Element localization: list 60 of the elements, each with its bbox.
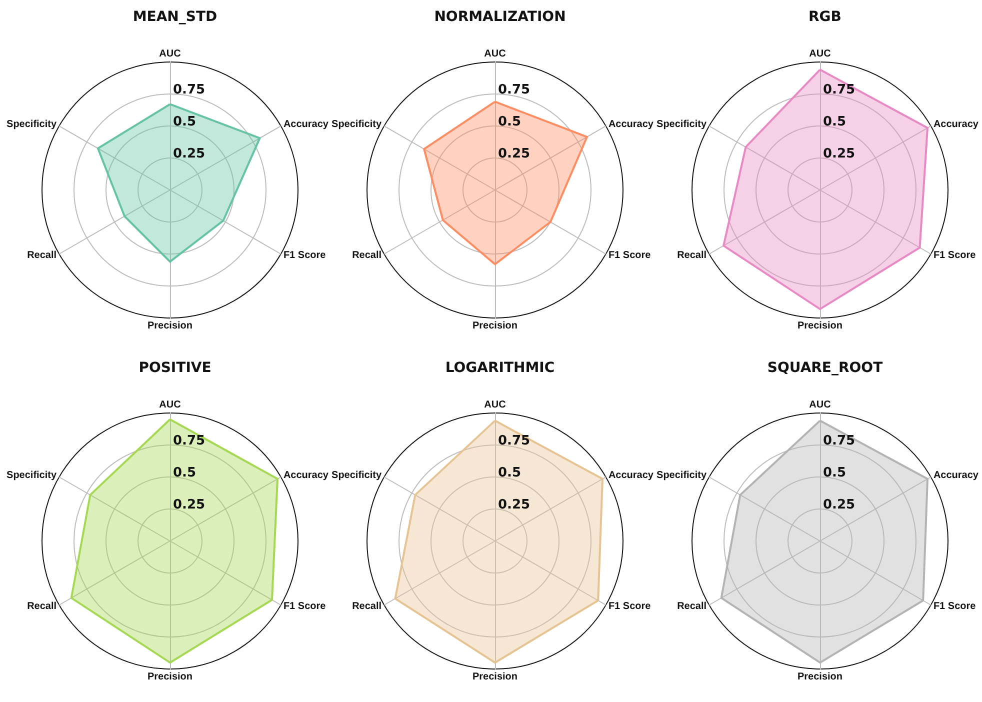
y-tick-label: 0.25 [173,146,206,162]
spoke-label: AUC [159,48,181,60]
spoke-label: Precision [472,320,518,332]
spoke-label: Accuracy [608,119,654,130]
spoke-label: Recall [27,250,57,261]
spoke-label: Precision [472,672,518,682]
chart-title: NORMALIZATION [434,9,566,25]
chart-title: RGB [808,9,842,25]
spoke-label: Accuracy [608,470,654,481]
spoke-label: AUC [484,48,506,60]
y-tick-label: 0.5 [823,466,846,480]
spoke-label: AUC [159,400,181,410]
y-tick-label: 0.25 [173,498,206,512]
chart-title: MEAN_STD [132,9,218,25]
y-tick-label: 0.25 [823,498,856,512]
spoke-label: Recall [352,250,382,261]
spoke-label: Specificity [6,119,57,130]
y-tick-label: 0.75 [498,82,530,98]
spoke-label: F1 Score [933,601,976,612]
chart-title: SQUARE_ROOT [767,360,884,376]
y-tick-label: 0.75 [173,434,206,448]
y-tick-label: 0.75 [823,434,856,448]
spoke-label: Recall [677,601,707,612]
chart-title: LOGARITHMIC [445,360,555,376]
spoke-label: Accuracy [933,470,979,481]
y-tick-label: 0.75 [498,434,530,448]
spoke-label: Precision [147,672,193,682]
y-tick-label: 0.5 [173,466,196,480]
spoke-label: Specificity [656,119,707,130]
y-tick-label: 0.25 [498,498,530,512]
spoke-label: AUC [809,400,831,410]
spoke-label: Precision [797,672,843,682]
spoke-label: F1 Score [283,601,326,612]
spoke-label: Accuracy [933,119,979,130]
spoke-label: AUC [484,400,506,410]
spoke-label: Recall [27,601,57,612]
spoke-label: F1 Score [608,601,652,612]
y-tick-label: 0.75 [823,82,856,98]
spoke-label: Accuracy [283,119,329,130]
spoke-label: Accuracy [283,470,329,481]
y-tick-label: 0.25 [498,146,530,162]
spoke-label: Recall [677,250,707,261]
y-tick-label: 0.5 [823,114,846,130]
y-tick-label: 0.5 [498,114,522,130]
y-tick-label: 0.25 [823,146,856,162]
spoke-label: Specificity [656,470,707,481]
y-tick-label: 0.5 [498,466,522,480]
y-tick-label: 0.5 [173,114,196,130]
spoke-label: F1 Score [933,250,976,261]
spoke-label: F1 Score [608,250,652,261]
spoke-label: F1 Score [283,250,326,261]
spoke-label: Precision [147,320,193,332]
spoke-label: Precision [797,320,843,332]
spoke-label: Specificity [6,470,57,481]
y-tick-label: 0.75 [173,82,206,98]
spoke-label: AUC [809,48,831,60]
spoke-label: Specificity [332,470,382,481]
spoke-label: Specificity [332,119,382,130]
spoke-label: Recall [352,601,382,612]
chart-title: POSITIVE [138,360,212,376]
